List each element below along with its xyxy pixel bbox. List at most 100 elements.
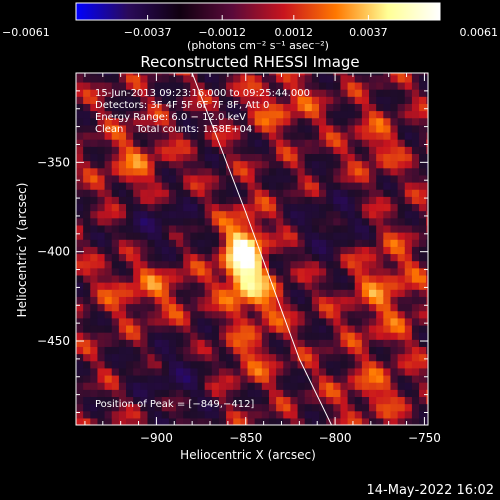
heatmap-cell [297, 160, 306, 169]
heatmap-cell [111, 217, 120, 226]
heatmap-cell [276, 253, 284, 262]
heatmap-cell [76, 167, 84, 176]
heatmap-cell [140, 139, 149, 147]
heatmap-cell [361, 196, 370, 205]
heatmap-cell [426, 303, 428, 312]
heatmap-cell [226, 332, 234, 340]
heatmap-cell [133, 410, 141, 419]
heatmap-cell [397, 73, 406, 76]
heatmap-cell [154, 124, 163, 133]
heatmap-cell [126, 217, 134, 226]
heatmap-cell [190, 417, 199, 425]
heatmap-cell [190, 131, 199, 140]
heatmap-cell [76, 81, 84, 90]
heatmap-cell [76, 239, 84, 247]
heatmap-cell [333, 131, 342, 140]
heatmap-cell [183, 224, 191, 233]
heatmap-cell [340, 389, 349, 398]
heatmap-cell [76, 96, 84, 104]
heatmap-cell [133, 282, 141, 290]
heatmap-cell [326, 260, 334, 269]
heatmap-cell [218, 196, 227, 205]
heatmap-cell [218, 324, 227, 333]
heatmap-cell [369, 139, 377, 147]
heatmap-cell [126, 103, 134, 112]
heatmap-cell [333, 360, 342, 369]
heatmap-cell [319, 217, 327, 226]
heatmap-cell [204, 267, 213, 276]
heatmap-cell [83, 396, 91, 405]
heatmap-cell [254, 167, 263, 176]
heatmap-cell [104, 417, 113, 425]
heatmap-cell [397, 360, 406, 369]
heatmap-cell [404, 146, 413, 155]
heatmap-cell [283, 181, 292, 190]
heatmap-cell [390, 160, 399, 169]
heatmap-cell [268, 96, 277, 104]
heatmap-cell [354, 417, 363, 425]
heatmap-cell [118, 253, 127, 262]
heatmap-cell [326, 174, 334, 183]
heatmap-cell [340, 332, 349, 340]
heatmap-cell [76, 73, 84, 76]
heatmap-cell [154, 117, 163, 126]
heatmap-cell [304, 96, 313, 104]
heatmap-cell [76, 117, 84, 126]
heatmap-cell [161, 253, 170, 262]
heatmap-cell [111, 174, 120, 183]
heatmap-cell [369, 317, 377, 326]
heatmap-cell [233, 274, 241, 283]
heatmap-cell [311, 403, 320, 412]
heatmap-cell [369, 274, 377, 283]
heatmap-cell [218, 181, 227, 190]
heatmap-cell [261, 274, 270, 283]
heatmap-cell [276, 374, 284, 383]
heatmap-cell [97, 110, 106, 119]
heatmap-cell [390, 81, 399, 90]
heatmap-cell [340, 282, 349, 290]
heatmap-cell [261, 417, 270, 425]
heatmap-cell [319, 274, 327, 283]
heatmap-cell [311, 239, 320, 247]
heatmap-cell [404, 317, 413, 326]
heatmap-cell [140, 96, 149, 104]
heatmap-cell [190, 324, 199, 333]
heatmap-cell [268, 353, 277, 362]
heatmap-cell [361, 217, 370, 226]
heatmap-cell [140, 332, 149, 340]
heatmap-cell [254, 196, 263, 205]
heatmap-cell [83, 303, 91, 312]
heatmap-cell [254, 103, 263, 112]
heatmap-cell [361, 246, 370, 255]
heatmap-cell [176, 360, 184, 369]
heatmap-cell [304, 289, 313, 297]
heatmap-cell [247, 131, 256, 140]
heatmap-cell [168, 167, 177, 176]
heatmap-cell [218, 296, 227, 305]
heatmap-cell [183, 117, 191, 126]
heatmap-cell [354, 146, 363, 155]
heatmap-cell [347, 124, 356, 133]
heatmap-cell [333, 282, 342, 290]
heatmap-cell [218, 282, 227, 290]
heatmap-cell [161, 224, 170, 233]
heatmap-cell [397, 217, 406, 226]
heatmap-cell [333, 260, 342, 269]
heatmap-cell [347, 89, 356, 97]
heatmap-cell [226, 96, 234, 104]
heatmap-cell [397, 74, 406, 83]
heatmap-cell [276, 267, 284, 276]
heatmap-cell [211, 332, 220, 340]
heatmap-cell [176, 203, 184, 212]
heatmap-cell [333, 253, 342, 262]
heatmap-cell [354, 389, 363, 398]
heatmap-cell [404, 303, 413, 312]
heatmap-cell [218, 267, 227, 276]
heatmap-cell [383, 282, 392, 290]
heatmap-cell [376, 146, 384, 155]
heatmap-cell [247, 382, 256, 390]
heatmap-cell [426, 103, 428, 112]
heatmap-cell [426, 131, 428, 140]
heatmap-cell [283, 239, 292, 247]
heatmap-cell [283, 260, 292, 269]
